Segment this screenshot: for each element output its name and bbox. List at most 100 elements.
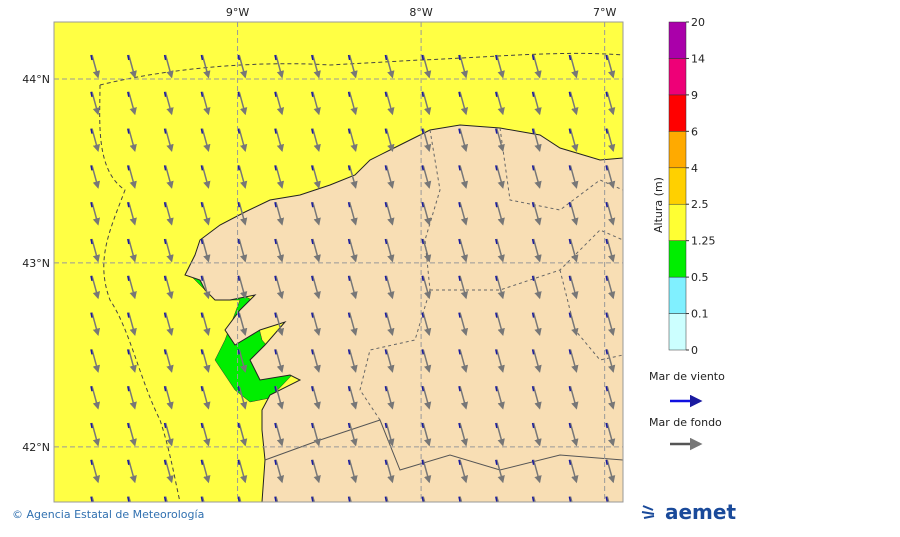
wind-arrow [274, 422, 277, 429]
logo: aemet [665, 500, 736, 524]
wind-arrow [311, 349, 314, 355]
swell-arrow [606, 128, 616, 153]
swell-arrow [275, 54, 285, 79]
swell-arrow [164, 91, 174, 116]
wind-arrow [605, 202, 608, 208]
swell-arrow [238, 238, 248, 263]
swell-arrow [348, 128, 358, 153]
swell-arrow [385, 422, 395, 447]
swell-arrow [128, 312, 137, 337]
wind-arrow [384, 165, 388, 171]
wind-arrow [90, 422, 93, 429]
wind-arrow [384, 496, 388, 502]
swell-arrow [422, 496, 426, 502]
wind-arrow [531, 349, 535, 355]
swell-arrow [569, 496, 573, 502]
wind-arrow [495, 54, 498, 61]
swell-arrow [201, 312, 211, 337]
swell-arrow [496, 459, 505, 484]
swell-arrow [201, 91, 211, 116]
swell-arrow [348, 202, 358, 226]
wind-arrow [605, 91, 608, 97]
wind-arrow [384, 349, 388, 355]
swell-arrow [275, 496, 279, 502]
wind-arrow [347, 165, 351, 171]
swell-arrow [569, 312, 579, 337]
swell-arrow [164, 275, 174, 300]
colorbar-tick-label: 20 [691, 16, 705, 29]
credit: © Agencia Estatal de Meteorología [12, 508, 204, 521]
wind-arrow [237, 275, 240, 281]
wind-arrow [495, 422, 498, 429]
swell-arrow [201, 128, 211, 153]
swell-arrow [164, 54, 174, 79]
lon-label: 8°W [409, 6, 432, 19]
wind-arrow [458, 349, 461, 355]
lat-label: 44°N [22, 73, 50, 86]
swell-arrow [91, 349, 101, 373]
swell-arrow [532, 128, 542, 153]
swell-arrow [91, 238, 101, 263]
zone-boundary [99, 52, 623, 502]
wind-arrow [163, 275, 167, 281]
wind-arrow [237, 128, 240, 134]
colorbar-band [668, 203, 687, 241]
swell-arrow [385, 202, 395, 226]
wind-arrow [127, 386, 130, 392]
swell-arrow [385, 312, 395, 337]
colorbar-tick-label: 2.5 [691, 198, 709, 211]
swell-arrow [128, 165, 137, 189]
wind-arrow [237, 386, 240, 392]
swell-arrow [496, 165, 505, 189]
wind-arrow [531, 202, 535, 208]
swell-arrow [422, 202, 432, 226]
wind-arrow [458, 202, 461, 208]
swell-arrow [496, 349, 505, 373]
swell-arrow [238, 312, 248, 337]
wind-arrow [605, 165, 608, 171]
swell-arrow [238, 496, 242, 502]
swell-arrow [532, 422, 542, 447]
wind-arrow [458, 91, 461, 97]
swell-arrow [164, 165, 174, 189]
swell-arrow [348, 386, 358, 410]
swell-arrow [385, 496, 389, 502]
wind-arrow [311, 238, 314, 245]
wind-arrow [568, 422, 572, 429]
swell-arrow [459, 422, 469, 447]
wind-arrow [531, 275, 535, 281]
wind-arrow [311, 91, 314, 97]
wind-arrow [127, 312, 130, 318]
swell-arrow [569, 349, 579, 373]
swell-arrow [275, 459, 285, 484]
wind-arrow [605, 459, 608, 465]
wind-arrow [347, 386, 351, 392]
wind-arrow [531, 422, 535, 429]
swell-arrow [606, 312, 616, 337]
swell-arrow [275, 349, 285, 373]
wind-arrow [605, 496, 608, 502]
swell-arrow [606, 386, 616, 410]
swell-arrow [201, 459, 211, 484]
wind-arrow [127, 91, 130, 97]
wind-arrow [127, 459, 130, 465]
wind-arrow [311, 496, 314, 502]
wind-arrow [90, 128, 93, 134]
wind-arrow [90, 312, 93, 318]
wind-arrow [311, 422, 314, 429]
swell-arrow [532, 496, 536, 502]
swell-arrow [275, 202, 285, 226]
swell-arrow [348, 496, 352, 502]
wind-arrow [237, 91, 240, 97]
swell-arrow [238, 349, 248, 373]
swell-arrow [422, 91, 432, 116]
wind-arrow [311, 459, 314, 465]
swell-arrow [275, 275, 285, 300]
wind-arrow [384, 459, 388, 465]
swell-arrow [606, 275, 616, 300]
wind-arrow [458, 238, 461, 245]
swell-arrow [496, 422, 505, 447]
wind-arrow [127, 202, 130, 208]
wind-arrow [163, 312, 167, 318]
wind-arrow [605, 128, 608, 134]
